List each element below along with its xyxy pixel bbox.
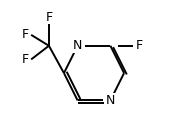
Text: F: F	[22, 53, 29, 66]
Text: N: N	[73, 39, 82, 52]
Text: F: F	[22, 28, 29, 41]
Text: F: F	[45, 11, 52, 24]
Text: N: N	[106, 94, 115, 107]
Text: F: F	[136, 39, 143, 52]
